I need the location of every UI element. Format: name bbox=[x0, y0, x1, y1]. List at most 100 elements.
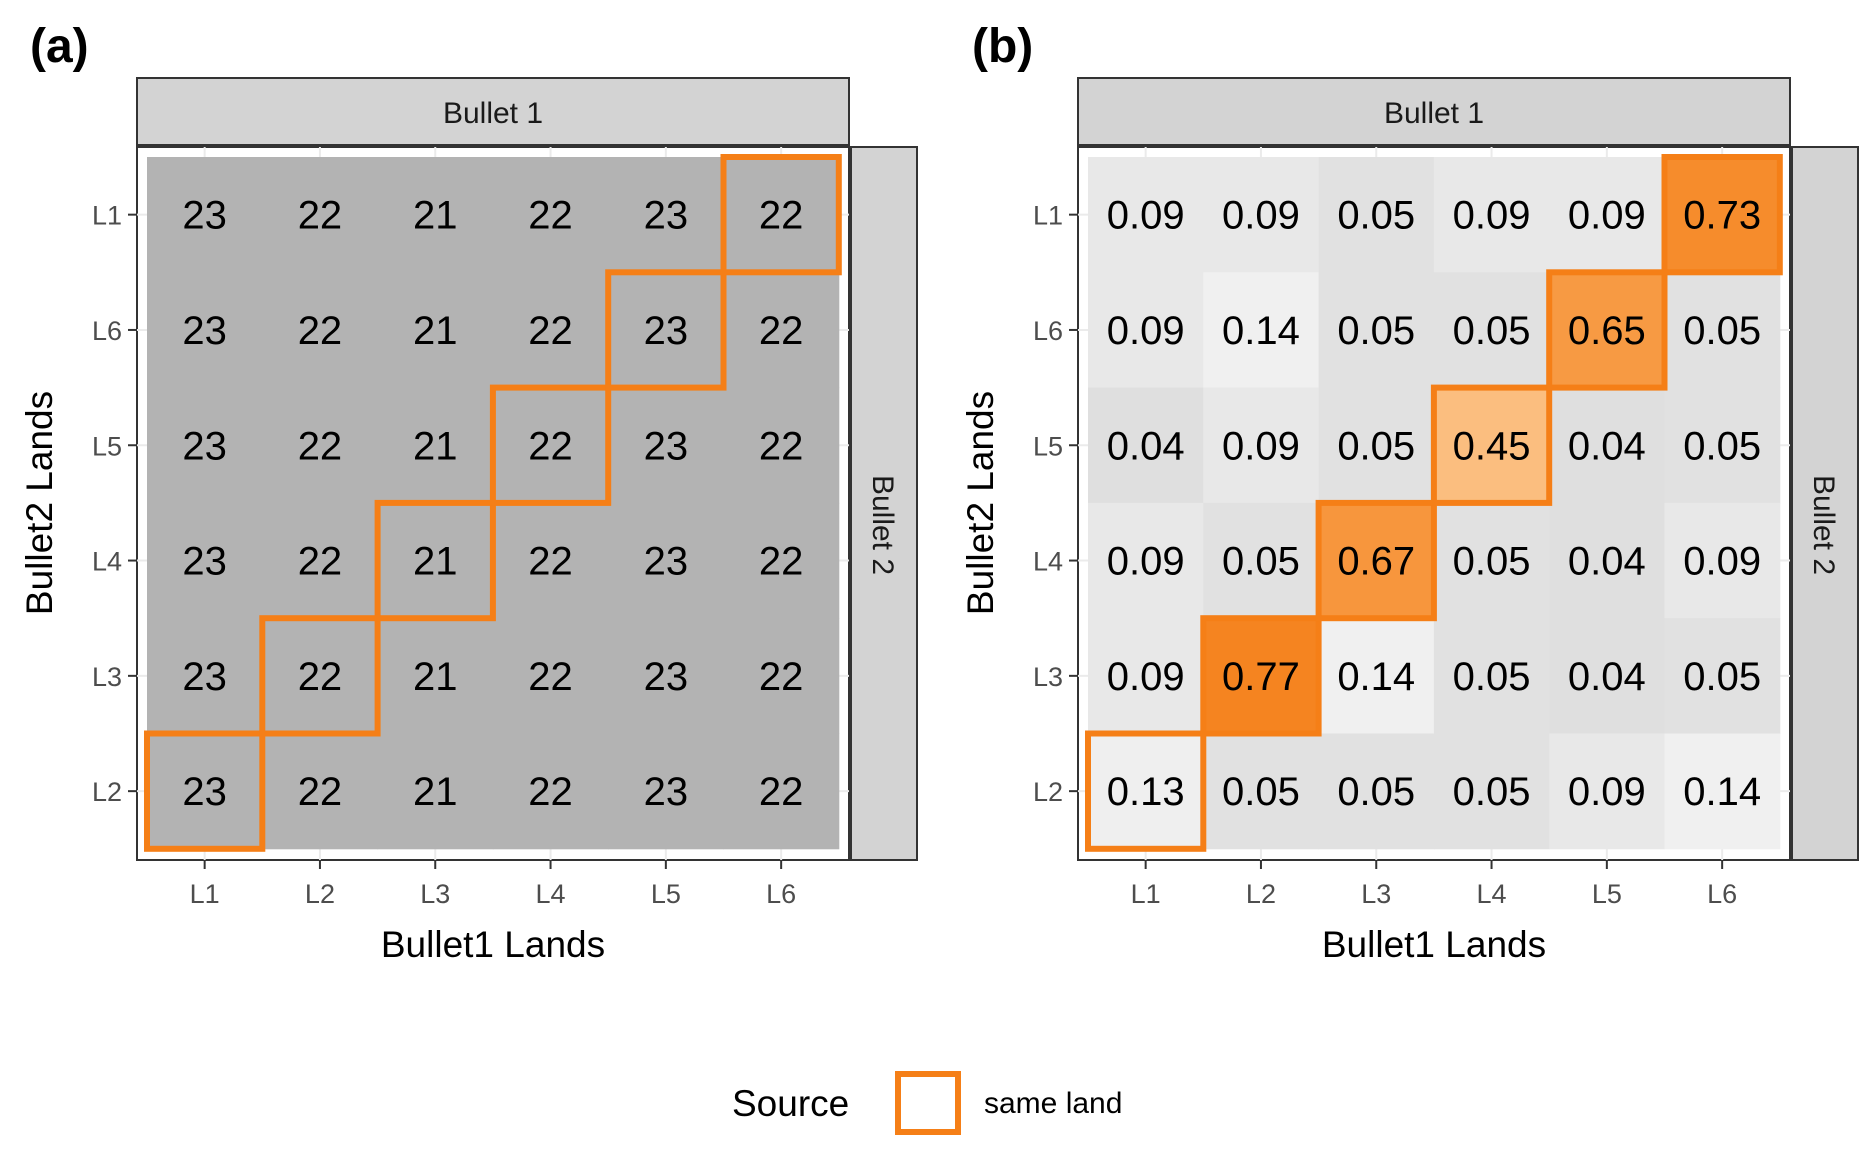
cell-value-label: 23 bbox=[182, 424, 227, 468]
heatmap-cell bbox=[1433, 502, 1550, 619]
panel-a-x-axis: L1 L2 L3 L4 L5 L6 bbox=[190, 860, 796, 909]
panel-a-strip-top-label: Bullet 1 bbox=[443, 97, 543, 130]
same-land-highlight bbox=[1430, 384, 1553, 506]
heatmap-cell bbox=[1433, 733, 1550, 850]
cell-value-label: 0.09 bbox=[1107, 655, 1185, 699]
heatmap-cell bbox=[1433, 387, 1550, 504]
heatmap-cell bbox=[1088, 157, 1204, 273]
cell-value-label: 21 bbox=[413, 770, 458, 814]
legend-title: Source bbox=[732, 1083, 849, 1124]
panel-b-cells bbox=[1088, 157, 1781, 850]
cell-value-label: 22 bbox=[528, 540, 573, 584]
cell-value-label: 0.45 bbox=[1453, 424, 1531, 468]
heatmap-cell bbox=[1203, 733, 1320, 850]
cell-value-label: 0.14 bbox=[1683, 770, 1761, 814]
heatmap-cell bbox=[492, 502, 609, 619]
cell-value-label: 0.09 bbox=[1568, 770, 1646, 814]
heatmap-cell bbox=[723, 618, 840, 734]
cell-value-label: 21 bbox=[413, 655, 458, 699]
same-land-highlight bbox=[1085, 730, 1207, 852]
heatmap-cell bbox=[1088, 618, 1204, 734]
cell-value-label: 0.73 bbox=[1683, 194, 1761, 238]
heatmap-cell bbox=[1318, 502, 1435, 619]
cell-value-label: 0.05 bbox=[1337, 424, 1415, 468]
heatmap-cell bbox=[1088, 502, 1204, 619]
x-tick-label: L5 bbox=[1592, 879, 1622, 909]
heatmap-cell bbox=[1549, 502, 1665, 619]
heatmap-cell bbox=[1433, 618, 1550, 734]
heatmap-cell bbox=[1318, 157, 1435, 273]
panel-a-y-axis: L1 L6 L5 L4 L3 L2 bbox=[92, 201, 137, 807]
heatmap-cell bbox=[262, 157, 379, 273]
cell-value-label: 23 bbox=[644, 194, 689, 238]
heatmap-cell bbox=[492, 733, 609, 850]
heatmap-cell bbox=[377, 157, 494, 273]
heatmap-cell bbox=[492, 387, 609, 504]
heatmap-cell bbox=[1088, 733, 1204, 850]
cell-value-label: 0.05 bbox=[1337, 194, 1415, 238]
cell-value-label: 23 bbox=[644, 770, 689, 814]
cell-value-label: 0.05 bbox=[1683, 309, 1761, 353]
y-tick-label: L2 bbox=[1033, 777, 1063, 807]
same-land-highlight bbox=[1200, 615, 1322, 737]
heatmap-cell bbox=[262, 733, 379, 850]
heatmap-cell bbox=[608, 387, 724, 504]
cell-value-label: 22 bbox=[528, 655, 573, 699]
cell-value-label: 0.09 bbox=[1222, 424, 1300, 468]
cell-value-label: 0.05 bbox=[1683, 655, 1761, 699]
x-tick-label: L3 bbox=[420, 879, 450, 909]
cell-value-label: 0.04 bbox=[1107, 424, 1185, 468]
heatmap-cell bbox=[377, 502, 494, 619]
x-tick-label: L5 bbox=[651, 879, 681, 909]
x-tick-label: L2 bbox=[1246, 879, 1276, 909]
heatmap-cell bbox=[262, 502, 379, 619]
cell-value-label: 23 bbox=[182, 770, 227, 814]
heatmap-cell bbox=[1549, 272, 1665, 389]
cell-value-label: 21 bbox=[413, 424, 458, 468]
cell-value-label: 22 bbox=[298, 655, 343, 699]
cell-value-label: 22 bbox=[528, 309, 573, 353]
cell-value-label: 0.04 bbox=[1568, 540, 1646, 584]
panel-b-strip-top bbox=[1077, 77, 1791, 146]
cell-value-label: 23 bbox=[182, 540, 227, 584]
cell-value-label: 22 bbox=[759, 540, 804, 584]
heatmap-cell bbox=[1088, 387, 1204, 504]
heatmap-cell bbox=[1203, 272, 1320, 389]
cell-value-label: 21 bbox=[413, 194, 458, 238]
cell-value-label: 22 bbox=[528, 770, 573, 814]
cell-value-label: 0.65 bbox=[1568, 309, 1646, 353]
cell-value-label: 0.13 bbox=[1107, 770, 1185, 814]
heatmap-cell bbox=[1549, 387, 1665, 504]
heatmap-cell bbox=[723, 157, 840, 273]
heatmap-cell bbox=[723, 387, 840, 504]
cell-value-label: 0.09 bbox=[1222, 194, 1300, 238]
heatmap-cell bbox=[492, 618, 609, 734]
x-tick-label: L1 bbox=[1131, 879, 1161, 909]
heatmap-cell bbox=[147, 733, 263, 850]
heatmap-cell bbox=[1318, 387, 1435, 504]
heatmap-cell bbox=[1664, 272, 1781, 389]
cell-value-label: 22 bbox=[298, 424, 343, 468]
panel-a-cell-labels: 23 22 21 22 23 22 23 22 21 22 23 22 23 22 21 22 23 22 23 22… bbox=[182, 194, 803, 815]
cell-value-label: 0.77 bbox=[1222, 655, 1300, 699]
y-tick-label: L1 bbox=[1033, 201, 1063, 231]
cell-value-label: 0.05 bbox=[1222, 770, 1300, 814]
cell-value-label: 0.09 bbox=[1453, 194, 1531, 238]
heatmap-cell bbox=[1433, 157, 1550, 273]
panel-b-cell-labels: 0.09 0.09 0.05 0.09 0.09 0.73 0.09 0.14 0.05 0.05… bbox=[1107, 194, 1761, 815]
cell-value-label: 22 bbox=[759, 194, 804, 238]
cell-value-label: 23 bbox=[644, 309, 689, 353]
legend: Source same land bbox=[732, 1071, 1122, 1135]
cell-value-label: 22 bbox=[759, 770, 804, 814]
heatmap-cell bbox=[377, 618, 494, 734]
cell-value-label: 22 bbox=[298, 309, 343, 353]
panel-b-label: (b) bbox=[972, 20, 1033, 73]
y-tick-label: L4 bbox=[92, 547, 122, 577]
heatmap-cell bbox=[377, 272, 494, 389]
same-land-highlight bbox=[144, 730, 266, 852]
cell-value-label: 0.05 bbox=[1453, 770, 1531, 814]
same-land-highlight bbox=[1661, 154, 1783, 276]
cell-value-label: 22 bbox=[298, 770, 343, 814]
cell-value-label: 0.05 bbox=[1453, 309, 1531, 353]
heatmap-cell bbox=[147, 272, 263, 389]
